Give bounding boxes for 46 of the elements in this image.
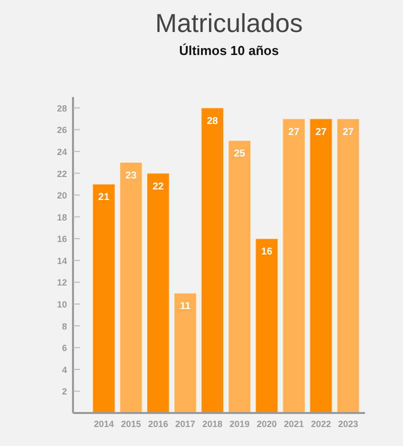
x-tick-label: 2016 [148, 419, 168, 429]
x-tick-label: 2022 [310, 419, 332, 429]
bar [92, 184, 116, 414]
x-tick-label: 2014 [94, 419, 114, 429]
chart-subtitle: Últimos 10 años [179, 43, 279, 58]
data-label: 22 [152, 181, 164, 192]
y-tick-label: 26 [56, 125, 67, 136]
bar [200, 107, 224, 414]
data-label: 27 [315, 126, 328, 138]
y-tick-label: 20 [56, 190, 67, 201]
data-label: 27 [288, 126, 300, 138]
x-tick-label: 2015 [120, 419, 142, 429]
data-label: 16 [261, 246, 273, 258]
data-label: 23 [125, 170, 137, 182]
x-tick-label: 2021 [284, 419, 304, 429]
y-tick-label: 10 [56, 300, 67, 310]
data-label: 28 [206, 116, 218, 127]
bar [119, 162, 143, 414]
x-tick-label: 2018 [202, 419, 222, 429]
bar [255, 238, 278, 414]
y-tick-label: 14 [56, 256, 67, 266]
y-tick-label: 18 [56, 212, 67, 222]
bar [146, 172, 170, 414]
y-tick-label: 4 [62, 364, 67, 375]
data-label: 11 [180, 301, 191, 312]
bar [336, 118, 360, 414]
x-tick-label: 2019 [230, 419, 250, 429]
y-tick-label: 24 [56, 146, 67, 157]
data-label: 25 [234, 148, 246, 160]
bar [174, 292, 197, 414]
y-tick-label: 6 [62, 343, 67, 354]
data-label: 21 [98, 192, 110, 204]
y-tick-label: 16 [56, 234, 67, 244]
bar [228, 140, 252, 414]
x-tick-label: 2017 [175, 419, 196, 429]
bar [309, 118, 333, 414]
y-tick-label: 2 [62, 386, 67, 397]
y-tick-label: 12 [56, 278, 67, 288]
data-label: 27 [342, 126, 354, 138]
y-tick-label: 22 [56, 168, 67, 179]
y-tick-label: 28 [56, 103, 67, 114]
x-tick-label: 2023 [338, 419, 358, 429]
x-tick-label: 2020 [256, 419, 277, 429]
y-tick-label: 8 [62, 321, 67, 332]
chart-title: Matriculados [155, 8, 303, 38]
bar [282, 118, 306, 414]
